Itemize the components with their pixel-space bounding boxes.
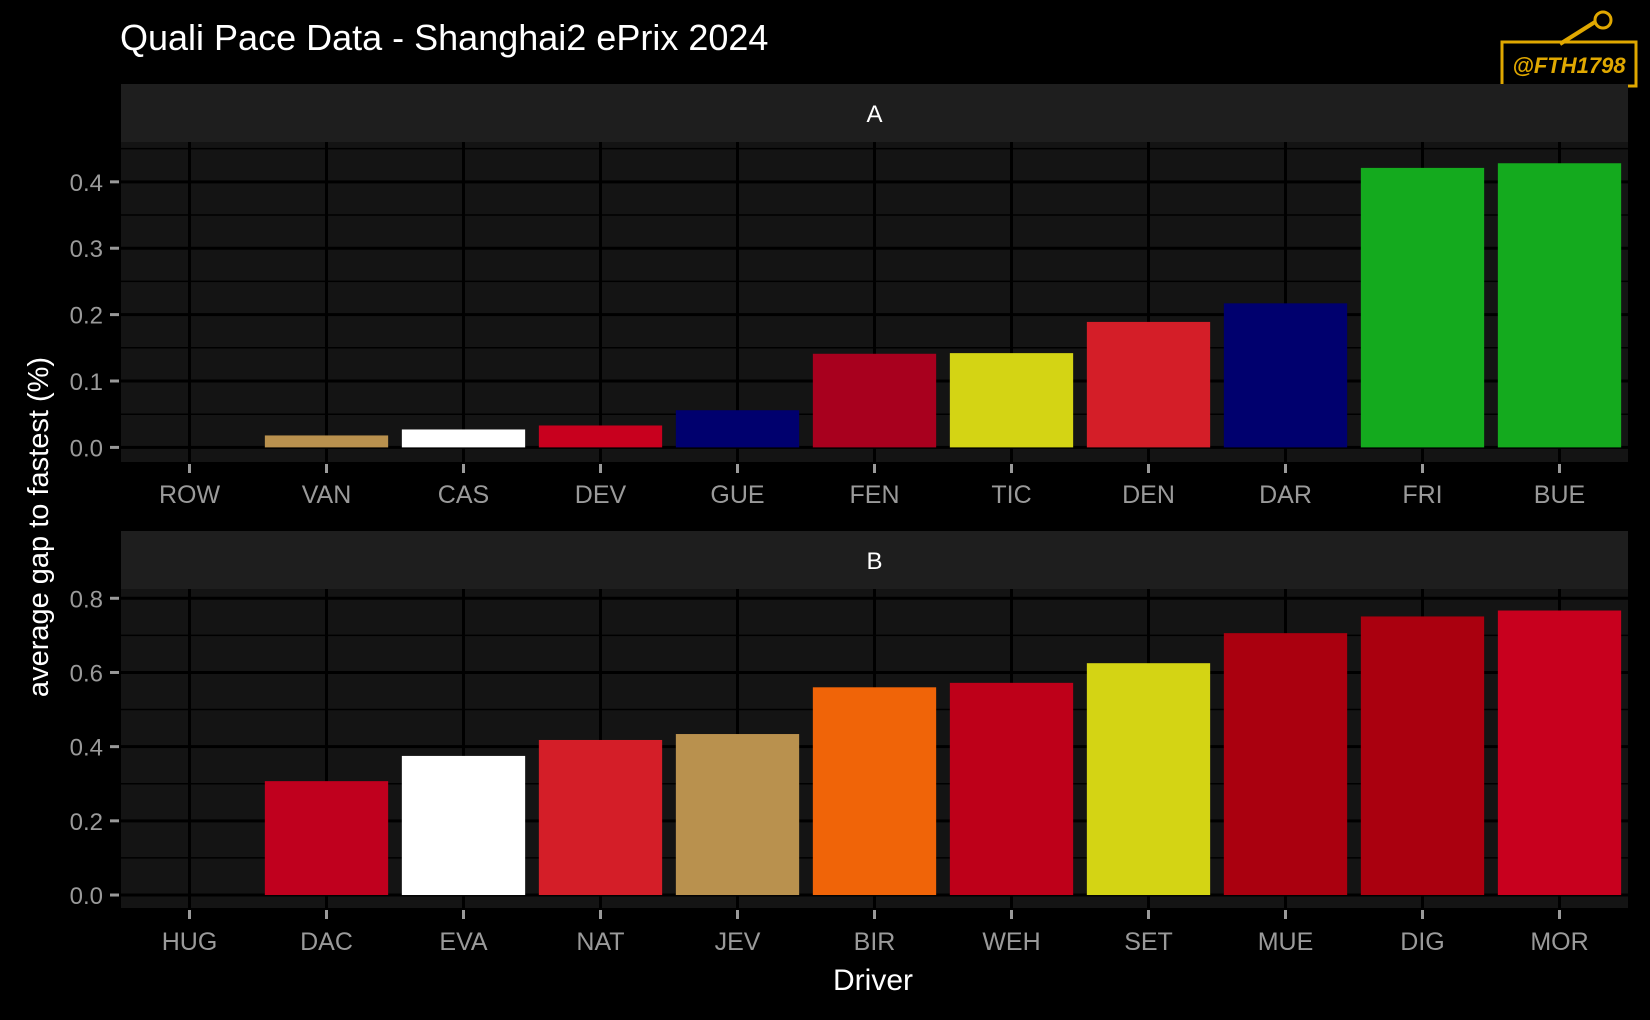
bar-eva bbox=[401, 755, 526, 896]
x-tick-label: TIC bbox=[991, 481, 1031, 509]
x-tick-label: EVA bbox=[439, 928, 487, 956]
facet-strip bbox=[121, 531, 1628, 589]
x-tick-label: DIG bbox=[1400, 928, 1444, 956]
y-tick-label: 0.4 bbox=[70, 735, 103, 762]
facet-strip bbox=[121, 84, 1628, 142]
bar-dig bbox=[1360, 616, 1485, 896]
x-tick-label: VAN bbox=[302, 481, 352, 509]
facet-panels: A 0.0 0.1 0.2 0.3 0.4 ROW VAN CAS DEV GUE FEN TIC DEN… bbox=[70, 84, 1628, 956]
x-tick-label: FEN bbox=[850, 481, 900, 509]
y-tick-label: 0.0 bbox=[70, 435, 103, 462]
x-tick-label: DEN bbox=[1122, 481, 1175, 509]
bar-dev bbox=[538, 425, 663, 448]
y-axis-label: average gap to fastest (%) bbox=[23, 357, 55, 697]
bar-fen bbox=[812, 353, 937, 448]
bar-gue bbox=[675, 410, 800, 448]
x-tick-label: NAT bbox=[576, 928, 624, 956]
bar-weh bbox=[949, 682, 1074, 896]
bar-set bbox=[1086, 663, 1211, 896]
x-tick-label: JEV bbox=[715, 928, 761, 956]
bar-den bbox=[1086, 321, 1211, 448]
bar-fri bbox=[1360, 167, 1485, 448]
bar-mue bbox=[1223, 633, 1348, 896]
bar-cas bbox=[401, 429, 526, 448]
y-tick-label: 0.8 bbox=[70, 586, 103, 613]
x-axis-label: Driver bbox=[833, 964, 913, 997]
bar-tic bbox=[949, 353, 1074, 448]
watermark-text: @FTH1798 bbox=[1512, 53, 1626, 78]
bar-mor bbox=[1497, 610, 1622, 896]
x-tick-label: HUG bbox=[162, 928, 218, 956]
x-tick-label: MOR bbox=[1530, 928, 1588, 956]
x-tick-label: CAS bbox=[438, 481, 489, 509]
bar-dac bbox=[264, 781, 389, 896]
x-tick-label: DAC bbox=[300, 928, 353, 956]
y-tick-label: 0.2 bbox=[70, 809, 103, 836]
y-tick-label: 0.4 bbox=[70, 170, 103, 197]
bar-nat bbox=[538, 739, 663, 896]
y-tick-label: 0.0 bbox=[70, 883, 103, 910]
bar-bue bbox=[1497, 163, 1622, 448]
x-tick-label: DAR bbox=[1259, 481, 1312, 509]
bar-van bbox=[264, 435, 389, 448]
x-tick-label: GUE bbox=[710, 481, 764, 509]
x-tick-label: BUE bbox=[1534, 481, 1585, 509]
x-tick-label: FRI bbox=[1402, 481, 1442, 509]
facet-strip-label: B bbox=[866, 548, 882, 575]
y-tick-label: 0.1 bbox=[70, 369, 103, 396]
facet-strip-label: A bbox=[866, 101, 882, 128]
chart-title: Quali Pace Data - Shanghai2 ePrix 2024 bbox=[120, 17, 768, 58]
x-tick-label: MUE bbox=[1258, 928, 1314, 956]
x-tick-label: SET bbox=[1124, 928, 1173, 956]
y-tick-label: 0.3 bbox=[70, 236, 103, 263]
x-tick-label: BIR bbox=[854, 928, 896, 956]
bar-dar bbox=[1223, 303, 1348, 448]
x-tick-label: DEV bbox=[575, 481, 627, 509]
y-tick-label: 0.6 bbox=[70, 660, 103, 687]
facet-b: B 0.0 0.2 0.4 0.6 0.8 HUG DAC EVA NAT JEV BIR WEH SET… bbox=[70, 531, 1628, 956]
y-tick-label: 0.2 bbox=[70, 303, 103, 330]
x-tick-label: ROW bbox=[159, 481, 221, 509]
bar-bir bbox=[812, 687, 937, 896]
bar-jev bbox=[675, 734, 800, 896]
facet-a: A 0.0 0.1 0.2 0.3 0.4 ROW VAN CAS DEV GUE FEN TIC DEN… bbox=[70, 84, 1628, 509]
x-tick-label: WEH bbox=[982, 928, 1040, 956]
